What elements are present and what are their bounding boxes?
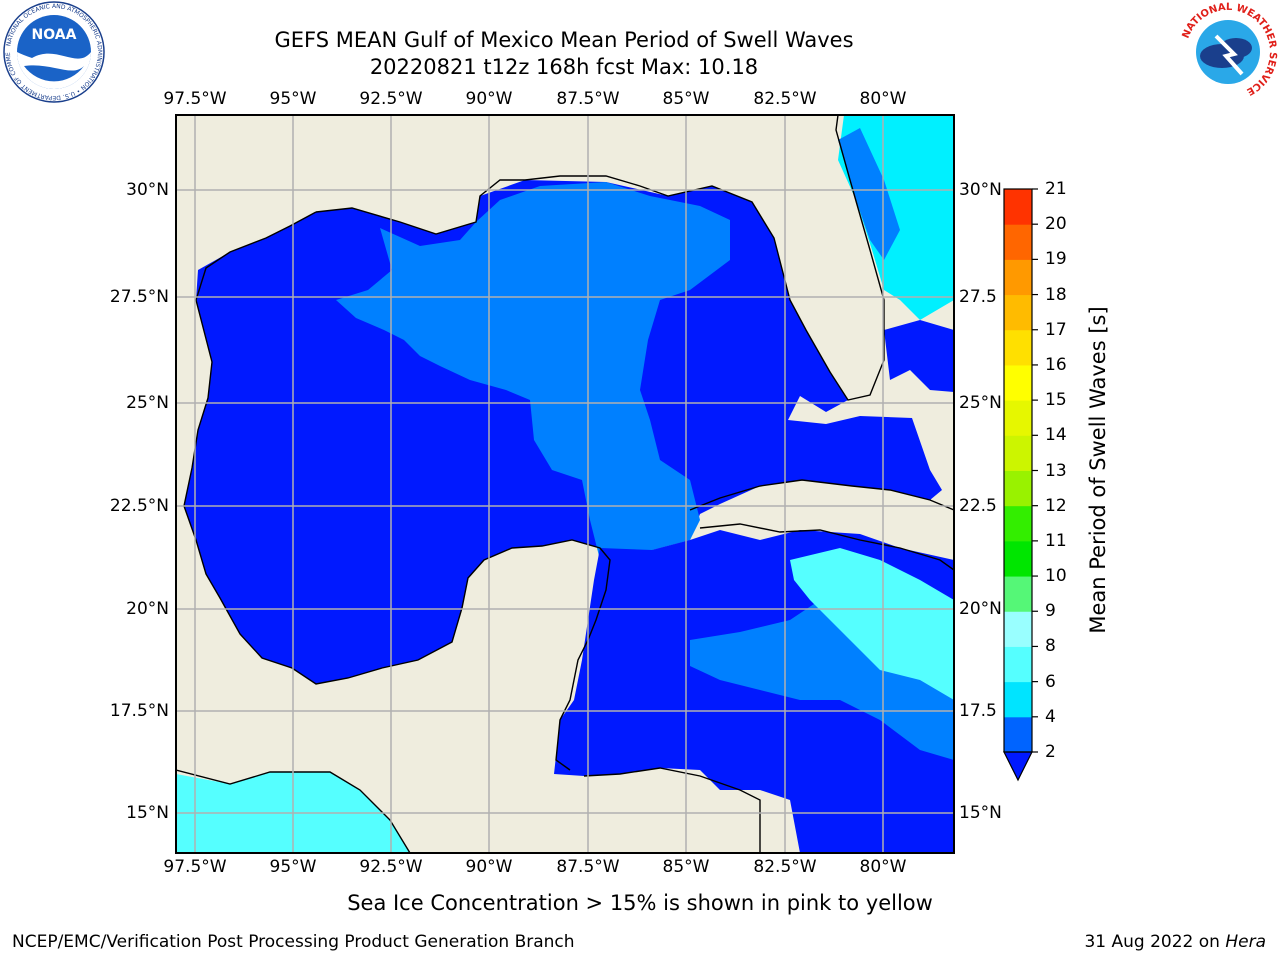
lon-label-bottom: 95°W bbox=[269, 857, 317, 877]
colorbar-tick-label: 21 bbox=[1045, 179, 1067, 199]
colorbar-segment bbox=[1004, 646, 1032, 683]
colorbar-segment bbox=[1004, 400, 1032, 436]
colorbar-tick-label: 10 bbox=[1045, 566, 1067, 587]
lat-label-left: 15°N bbox=[126, 803, 169, 823]
colorbar-tick-label: 20 bbox=[1045, 214, 1067, 235]
colorbar-tick-label: 19 bbox=[1045, 249, 1067, 270]
lon-label-bottom: 87.5°W bbox=[556, 857, 620, 877]
colorbar-extend-arrow bbox=[1003, 751, 1033, 782]
colorbar-tick-label: 14 bbox=[1045, 425, 1067, 446]
colorbar-segment bbox=[1004, 189, 1032, 225]
lon-label-bottom: 92.5°W bbox=[359, 857, 423, 877]
gulf-swell-mid-region bbox=[336, 182, 730, 572]
chart-subtitle: 20220821 t12z 168h fcst Max: 10.18 bbox=[369, 55, 759, 79]
lat-label-right: 20°N bbox=[959, 599, 1002, 619]
colorbar-segment bbox=[1004, 540, 1032, 577]
lat-label-left: 17.5°N bbox=[109, 701, 169, 721]
colorbar-tick-label: 8 bbox=[1045, 636, 1056, 657]
lat-label-right: 22.5 bbox=[959, 496, 997, 516]
colorbar-segment bbox=[1004, 224, 1032, 260]
lon-label-top: 97.5°W bbox=[163, 89, 227, 109]
colorbar-tick-label: 16 bbox=[1045, 354, 1067, 375]
nws-logo: NATIONAL WEATHER SERVICE bbox=[1178, 2, 1278, 102]
colorbar-tick-label: 4 bbox=[1045, 706, 1056, 727]
lat-label-right: 27.5 bbox=[959, 287, 997, 307]
colorbar-segment bbox=[1004, 576, 1032, 612]
colorbar-segment bbox=[1004, 470, 1032, 507]
map-area bbox=[176, 115, 954, 853]
lon-label-top: 92.5°W bbox=[359, 89, 423, 109]
colorbar-tick-label: 12 bbox=[1045, 495, 1067, 516]
credit-machine: Hera bbox=[1225, 932, 1266, 952]
lon-label-bottom: 82.5°W bbox=[753, 857, 817, 877]
colorbar-segment bbox=[1004, 716, 1032, 753]
lat-label-right: 30°N bbox=[959, 180, 1002, 200]
colorbar-tick-label: 13 bbox=[1045, 460, 1067, 481]
colorbar-segment bbox=[1004, 681, 1032, 718]
colorbar-tick-label: 17 bbox=[1045, 319, 1067, 340]
lat-label-left: 20°N bbox=[126, 599, 169, 619]
lon-label-top: 87.5°W bbox=[556, 89, 620, 109]
colorbar-tick-label: 6 bbox=[1045, 671, 1056, 692]
lat-label-left: 30°N bbox=[126, 180, 169, 200]
colorbar-segment bbox=[1004, 435, 1032, 471]
colorbar-segment bbox=[1004, 364, 1032, 401]
map-frame bbox=[175, 114, 955, 854]
lon-label-bottom: 80°W bbox=[859, 857, 907, 877]
colorbar-tick-label: 11 bbox=[1045, 530, 1067, 551]
lon-label-top: 85°W bbox=[662, 89, 710, 109]
colorbar-title: Mean Period of Swell Waves [s] bbox=[1086, 306, 1110, 634]
lat-label-left: 25°N bbox=[126, 393, 169, 413]
map-gridlines bbox=[176, 115, 954, 853]
lat-label-left: 27.5°N bbox=[109, 287, 169, 307]
lon-label-bottom: 85°W bbox=[662, 857, 710, 877]
noaa-logo: NATIONAL OCEANIC AND ATMOSPHERIC ADMINIS… bbox=[2, 0, 105, 103]
credit-date: 31 Aug 2022 on Hera bbox=[1084, 932, 1266, 952]
credit-branch: NCEP/EMC/Verification Post Processing Pr… bbox=[12, 932, 575, 952]
coastline bbox=[176, 115, 954, 853]
colorbar-tick-label: 9 bbox=[1045, 601, 1056, 622]
lon-label-top: 90°W bbox=[465, 89, 513, 109]
colorbar-segment bbox=[1004, 611, 1032, 647]
bahamas-swell-region bbox=[884, 320, 954, 392]
caribbean-swell-high-region bbox=[790, 548, 954, 700]
chart-title: GEFS MEAN Gulf of Mexico Mean Period of … bbox=[274, 28, 854, 52]
colorbar-segment bbox=[1004, 329, 1032, 366]
lon-label-top: 80°W bbox=[859, 89, 907, 109]
lat-label-right: 25°N bbox=[959, 393, 1002, 413]
lat-label-left: 22.5°N bbox=[109, 496, 169, 516]
atlantic-swell-mid-region bbox=[838, 128, 900, 260]
credit-date-text: 31 Aug 2022 on bbox=[1084, 932, 1226, 952]
noaa-logo-text: NOAA bbox=[32, 27, 77, 43]
lon-label-top: 95°W bbox=[269, 89, 317, 109]
colorbar bbox=[1003, 188, 1038, 782]
lon-label-top: 82.5°W bbox=[753, 89, 817, 109]
sea-ice-footnote: Sea Ice Concentration > 15% is shown in … bbox=[347, 891, 933, 915]
colorbar-tick-label: 18 bbox=[1045, 284, 1067, 305]
colorbar-segment bbox=[1004, 294, 1032, 331]
lon-label-bottom: 97.5°W bbox=[163, 857, 227, 877]
lat-label-right: 17.5 bbox=[959, 701, 997, 721]
colorbar-tick-label: 15 bbox=[1045, 390, 1067, 411]
colorbar-tick-label: 2 bbox=[1045, 742, 1056, 762]
lon-label-bottom: 90°W bbox=[465, 857, 513, 877]
colorbar-segment bbox=[1004, 505, 1032, 542]
lat-label-right: 15°N bbox=[959, 803, 1002, 823]
colorbar-segment bbox=[1004, 259, 1032, 296]
